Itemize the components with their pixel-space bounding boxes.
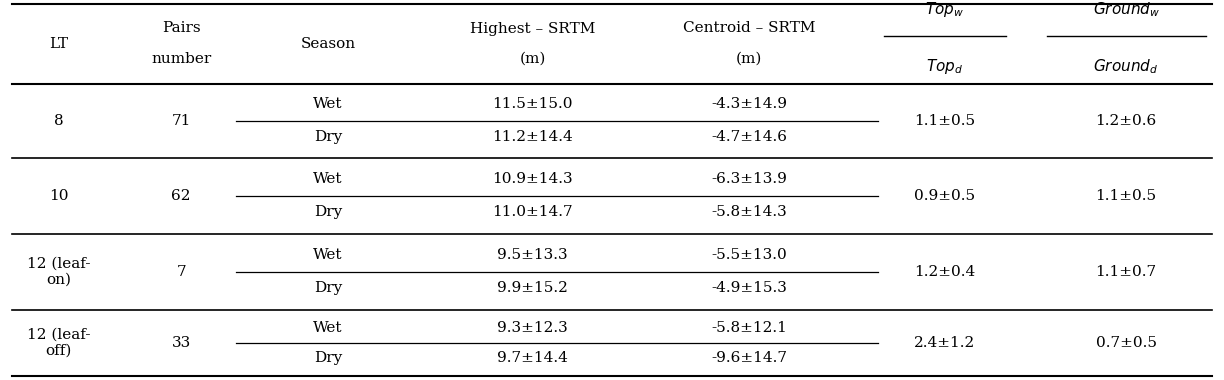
Text: 11.0±14.7: 11.0±14.7 xyxy=(492,206,573,219)
Text: 62: 62 xyxy=(171,189,191,203)
Text: 71: 71 xyxy=(171,114,191,128)
Text: Wet: Wet xyxy=(313,172,343,186)
Text: $\mathit{Top_w}$: $\mathit{Top_w}$ xyxy=(925,0,965,19)
Text: Dry: Dry xyxy=(313,282,343,295)
Text: -5.5±13.0: -5.5±13.0 xyxy=(711,248,787,262)
Text: 0.7±0.5: 0.7±0.5 xyxy=(1095,336,1157,350)
Text: 12 (leaf-
on): 12 (leaf- on) xyxy=(27,256,91,287)
Text: number: number xyxy=(151,52,212,66)
Text: Highest – SRTM: Highest – SRTM xyxy=(470,22,595,35)
Text: -5.8±12.1: -5.8±12.1 xyxy=(711,321,787,335)
Text: (m): (m) xyxy=(736,52,763,66)
Text: 8: 8 xyxy=(54,114,64,128)
Text: 9.7±14.4: 9.7±14.4 xyxy=(497,351,568,364)
Text: Dry: Dry xyxy=(313,130,343,144)
Text: 1.2±0.4: 1.2±0.4 xyxy=(914,265,976,279)
Text: 9.9±15.2: 9.9±15.2 xyxy=(497,282,568,295)
Text: LT: LT xyxy=(49,37,69,51)
Text: -9.6±14.7: -9.6±14.7 xyxy=(711,351,787,364)
Text: 1.1±0.5: 1.1±0.5 xyxy=(1095,189,1157,203)
Text: 1.2±0.6: 1.2±0.6 xyxy=(1095,114,1157,128)
Text: 0.9±0.5: 0.9±0.5 xyxy=(914,189,976,203)
Text: 7: 7 xyxy=(176,265,186,279)
Text: -4.3±14.9: -4.3±14.9 xyxy=(711,97,787,111)
Text: -6.3±13.9: -6.3±13.9 xyxy=(711,172,787,186)
Text: 1.1±0.5: 1.1±0.5 xyxy=(914,114,976,128)
Text: -4.7±14.6: -4.7±14.6 xyxy=(711,130,787,144)
Text: Wet: Wet xyxy=(313,97,343,111)
Text: 9.3±12.3: 9.3±12.3 xyxy=(497,321,568,335)
Text: 1.1±0.7: 1.1±0.7 xyxy=(1095,265,1157,279)
Text: 9.5±13.3: 9.5±13.3 xyxy=(497,248,568,262)
Text: -4.9±15.3: -4.9±15.3 xyxy=(711,282,787,295)
Text: 11.5±15.0: 11.5±15.0 xyxy=(492,97,573,111)
Text: Centroid – SRTM: Centroid – SRTM xyxy=(683,22,815,35)
Text: 12 (leaf-
off): 12 (leaf- off) xyxy=(27,328,91,358)
Text: -5.8±14.3: -5.8±14.3 xyxy=(711,206,787,219)
Text: 10.9±14.3: 10.9±14.3 xyxy=(492,172,573,186)
Text: $\mathit{Top_d}$: $\mathit{Top_d}$ xyxy=(927,57,963,76)
Text: Wet: Wet xyxy=(313,248,343,262)
Text: 33: 33 xyxy=(171,336,191,350)
Text: Dry: Dry xyxy=(313,206,343,219)
Text: Wet: Wet xyxy=(313,321,343,335)
Text: $\mathit{Ground_d}$: $\mathit{Ground_d}$ xyxy=(1093,57,1159,76)
Text: 10: 10 xyxy=(49,189,69,203)
Text: Season: Season xyxy=(300,37,356,51)
Text: 11.2±14.4: 11.2±14.4 xyxy=(492,130,573,144)
Text: 2.4±1.2: 2.4±1.2 xyxy=(914,336,976,350)
Text: Dry: Dry xyxy=(313,351,343,364)
Text: (m): (m) xyxy=(519,52,546,66)
Text: $\mathit{Ground_w}$: $\mathit{Ground_w}$ xyxy=(1093,0,1159,19)
Text: Pairs: Pairs xyxy=(162,22,201,35)
